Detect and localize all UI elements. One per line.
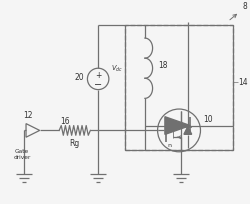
Text: 20: 20 <box>75 73 85 82</box>
Text: Gate
driver: Gate driver <box>14 148 31 159</box>
Text: 18: 18 <box>158 61 168 70</box>
Bar <box>126 26 233 150</box>
Text: 14: 14 <box>238 78 248 87</box>
Text: Rg: Rg <box>70 138 80 147</box>
Text: 12: 12 <box>23 111 33 120</box>
Text: 8: 8 <box>242 2 247 11</box>
Polygon shape <box>165 117 190 135</box>
Text: −: − <box>94 79 102 89</box>
Text: n: n <box>167 142 171 147</box>
Text: +: + <box>95 70 101 79</box>
Text: 10: 10 <box>204 115 213 124</box>
Polygon shape <box>184 127 192 135</box>
Text: 16: 16 <box>60 117 70 126</box>
Text: $V_{dc}$: $V_{dc}$ <box>111 64 123 74</box>
